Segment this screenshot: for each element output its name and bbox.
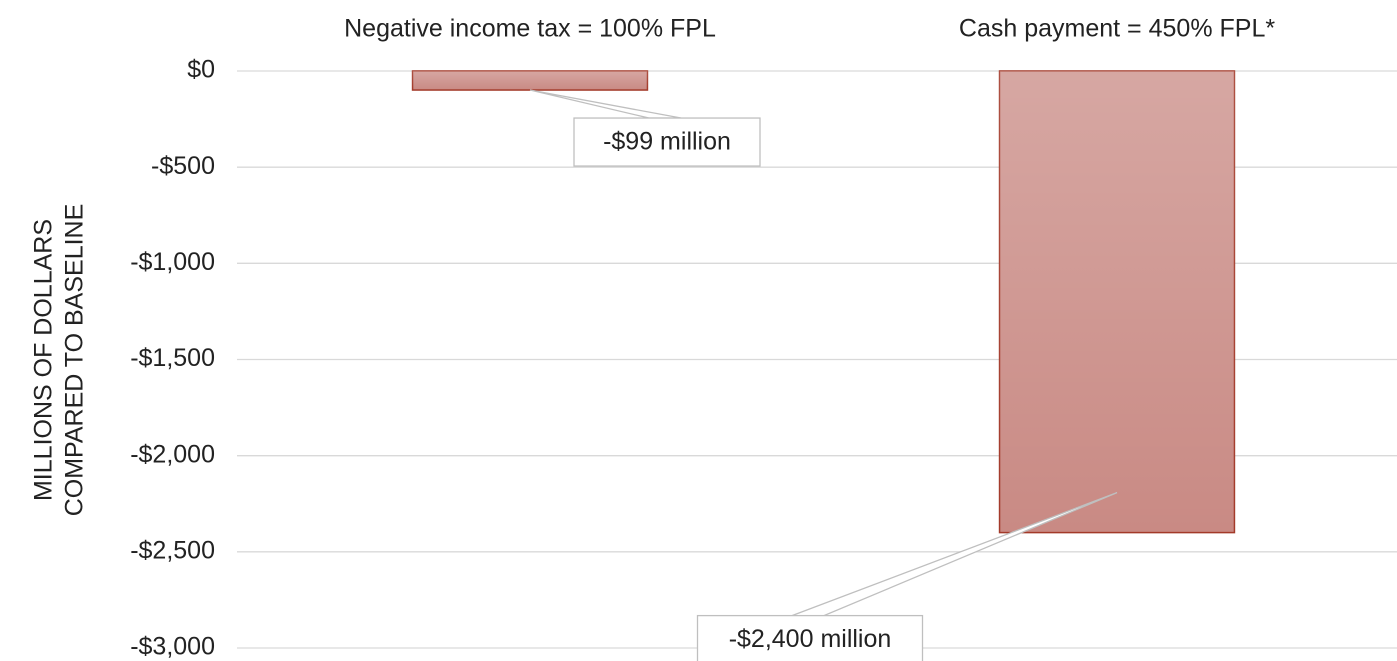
bar [998,70,1236,534]
callout-box [573,117,761,167]
y-tick-label: -$2,000 [130,440,215,468]
y-tick-label: -$1,500 [130,344,215,372]
y-tick-label: -$1,000 [130,248,215,276]
y-tick-label: -$3,000 [130,633,215,661]
callout-box [696,614,924,661]
data-label: -$2,400 million [729,625,892,653]
y-axis-label: MILLIONS OF DOLLARS [30,219,58,501]
y-tick-label: -$500 [151,152,215,180]
x-tick-label: Negative income tax = 100% FPL [344,15,716,43]
x-tick-label: Cash payment = 450% FPL* [959,15,1275,43]
y-tick-label: $0 [187,56,215,84]
bar [411,70,649,91]
callout-leader [529,89,682,119]
y-tick-label: -$2,500 [130,536,215,564]
callout-leader [791,491,1118,617]
data-label: -$99 million [603,128,731,156]
y-axis-label: COMPARED TO BASELINE [61,204,89,517]
